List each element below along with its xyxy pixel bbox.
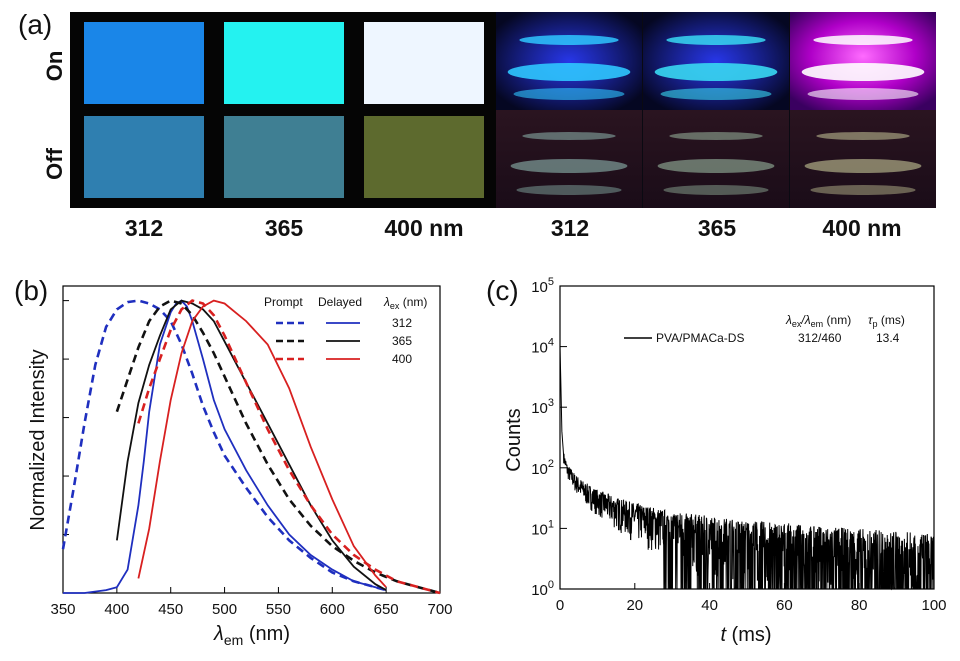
wavelength-label-1: 312 [125, 215, 163, 241]
c-y-tick-label: 103 [531, 397, 554, 417]
wavelength-label-3: 400 nm [384, 215, 463, 241]
b-x-tick-label: 650 [374, 601, 399, 618]
panel-b: (b) 350 400 450 500 550 600 650 700 Normalized … [14, 275, 453, 648]
panel-b-x-ticks: 350 400 450 500 550 600 650 700 [50, 587, 453, 618]
c-x-tick-label: 100 [921, 597, 946, 614]
panel-c-legend: PVA/PMACa-DS λex/λem (nm) τp (ms) 312/46… [624, 313, 905, 345]
vial-on-band-top-1 [519, 35, 619, 45]
c-y-tick-label: 100 [531, 579, 554, 599]
film-swatches [84, 22, 484, 198]
vial-on-band-mid-3 [801, 63, 925, 81]
vial-on-band-top-2 [666, 35, 766, 45]
panel-b-plot-frame [62, 285, 441, 594]
legend-row-label-312: 312 [392, 316, 412, 330]
film-off-3 [364, 116, 484, 198]
vial-off-band-low-3 [810, 185, 916, 195]
table-value-lifetime: 13.4 [876, 331, 900, 345]
c-y-tick-label: 101 [531, 518, 554, 538]
legend-row-label-400: 400 [392, 352, 412, 366]
b-x-tick-label: 350 [50, 601, 75, 618]
vial-off-band-mid-1 [510, 159, 628, 173]
panel-a: (a) On Off 312 365 400 nm 312 365 400 nm [18, 9, 936, 241]
panel-b-label: (b) [14, 275, 48, 306]
vial-off-band-low-2 [663, 185, 769, 195]
c-series-pva-pmaca-ds [559, 346, 935, 591]
panel-c-x-ticks: 0 20 40 60 80 100 [556, 583, 947, 614]
panel-a-label: (a) [18, 9, 52, 40]
legend-prompt-header: Prompt [264, 295, 303, 309]
b-series-prompt-365 [115, 299, 441, 595]
c-x-tick-label: 80 [851, 597, 868, 614]
c-x-tick-label: 60 [776, 597, 793, 614]
film-on-2 [224, 22, 344, 104]
vial-off-band-mid-3 [804, 159, 922, 173]
vial-on-band-top-3 [813, 35, 913, 45]
legend-label-pva: PVA/PMACa-DS [656, 331, 744, 345]
b-x-tick-label: 450 [158, 601, 183, 618]
c-x-tick-label: 40 [701, 597, 718, 614]
c-x-tick-label: 0 [556, 597, 564, 614]
panel-b-y-ticks [63, 300, 69, 536]
b-x-tick-label: 400 [104, 601, 129, 618]
c-y-tick-label: 105 [531, 276, 554, 296]
vial-off-band-mid-2 [657, 159, 775, 173]
c-x-tick-label: 20 [626, 597, 643, 614]
b-series-prompt-400 [137, 299, 441, 595]
vial-on-band-low-2 [660, 88, 772, 100]
legend-row-label-365: 365 [392, 334, 412, 348]
panel-c-series [559, 346, 935, 591]
wavelength-label-5: 365 [698, 215, 737, 241]
film-on-3 [364, 22, 484, 104]
c-y-tick-label: 104 [531, 337, 554, 357]
panel-b-legend: Prompt Delayed λex (nm) 312 365 400 [264, 295, 427, 366]
b-series-delayed-400 [137, 299, 387, 588]
b-x-tick-label: 600 [320, 601, 345, 618]
table-header-lifetime: τp (ms) [868, 313, 905, 329]
b-x-tick-label: 700 [427, 601, 452, 618]
panel-b-y-axis-label: Normalized Intensity [27, 349, 49, 530]
table-header-wavelength: λex/λem (nm) [785, 313, 851, 329]
legend-rows: 312 365 400 [276, 316, 412, 366]
vial-off-band-low-1 [516, 185, 622, 195]
b-series-prompt-312 [61, 299, 387, 592]
film-off-1 [84, 116, 204, 198]
c-y-tick-label: 102 [531, 458, 554, 478]
vial-on-band-mid-2 [654, 63, 778, 81]
vial-off-band-top-3 [816, 132, 910, 140]
wavelength-labels: 312 365 400 nm 312 365 400 nm [125, 215, 902, 241]
wavelength-label-4: 312 [551, 215, 589, 241]
b-series-delayed-312 [63, 299, 387, 594]
panel-c: (c) 100 101 102 103 104 105 0 20 40 60 80 100 Coun… [486, 275, 947, 646]
wavelength-label-6: 400 nm [822, 215, 901, 241]
panel-b-series [61, 299, 441, 595]
legend-lambda-header: λex (nm) [383, 295, 427, 311]
panel-c-y-axis-label: Counts [503, 408, 525, 471]
b-x-tick-label: 550 [266, 601, 291, 618]
vial-on-band-mid-1 [507, 63, 631, 81]
table-value-wavelength: 312/460 [798, 331, 842, 345]
vial-off-band-top-2 [669, 132, 763, 140]
panel-c-x-axis-label: t (ms) [720, 624, 771, 646]
film-on-1 [84, 22, 204, 104]
wavelength-label-2: 365 [265, 215, 304, 241]
panel-c-label: (c) [486, 275, 519, 306]
b-x-tick-label: 500 [212, 601, 237, 618]
b-series-delayed-365 [116, 299, 387, 591]
panel-b-x-axis-label: λem (nm) [213, 623, 290, 648]
vial-on-band-low-1 [513, 88, 625, 100]
panel-c-y-ticks: 100 101 102 103 104 105 [531, 276, 567, 599]
legend-delayed-header: Delayed [318, 295, 362, 309]
vial-photos [496, 12, 936, 208]
row-label-off: Off [42, 147, 67, 179]
vial-off-band-top-1 [522, 132, 616, 140]
row-label-on: On [42, 51, 67, 82]
vial-on-band-low-3 [807, 88, 919, 100]
film-off-2 [224, 116, 344, 198]
